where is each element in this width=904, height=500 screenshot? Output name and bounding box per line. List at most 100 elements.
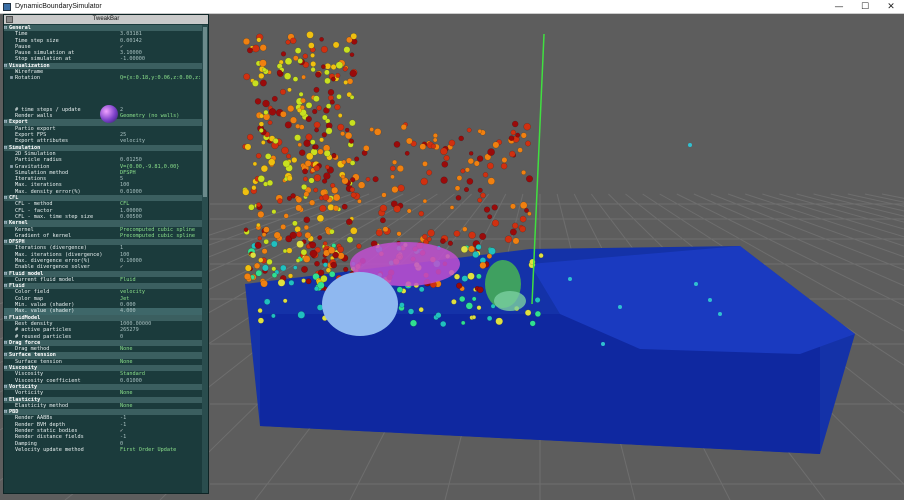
- row-value[interactable]: 0.01000: [120, 377, 142, 384]
- tweakbar-group-header[interactable]: ⊟ Vorticity: [4, 383, 204, 391]
- tweakbar-row[interactable]: Render static bodies ✓: [4, 428, 204, 434]
- tweakbar-row[interactable]: Color field velocity: [4, 289, 204, 295]
- row-value[interactable]: 0.000: [120, 302, 136, 309]
- row-value[interactable]: 2: [120, 106, 124, 113]
- row-value[interactable]: -1: [120, 421, 127, 428]
- tweakbar-row[interactable]: Export attributes velocity: [4, 138, 204, 144]
- tweakbar-row[interactable]: Viscosity Standard: [4, 371, 204, 377]
- row-value[interactable]: velocity: [120, 138, 145, 145]
- expand-icon[interactable]: ⊞: [10, 163, 14, 170]
- expand-icon[interactable]: ⊟: [4, 314, 8, 321]
- tweakbar-group-header[interactable]: ⊟ Fluid model: [4, 270, 204, 277]
- tweakbar-row[interactable]: 2D Simulation: [4, 151, 204, 157]
- row-value[interactable]: 265279: [120, 327, 139, 334]
- row-value[interactable]: 1: [120, 245, 124, 252]
- tweakbar-panel[interactable]: TweakBar ⊟ General Time 3.03181 Time step si…: [3, 14, 209, 494]
- row-value[interactable]: 4.000: [120, 308, 136, 315]
- row-value[interactable]: Standard: [120, 371, 145, 378]
- tweakbar-row[interactable]: Iterations 5: [4, 176, 204, 182]
- tweakbar-row[interactable]: CFL - factor 1.00000: [4, 208, 204, 214]
- simulation-viewport[interactable]: [0, 14, 904, 500]
- tweakbar-row[interactable]: Color map Jet: [4, 296, 204, 302]
- tweakbar-row[interactable]: Stop simulation at -1.00000: [4, 56, 204, 62]
- expand-icon[interactable]: ⊟: [4, 25, 8, 31]
- row-value[interactable]: 100: [120, 182, 130, 189]
- tweakbar-group-header[interactable]: ⊟ PBD: [4, 409, 204, 416]
- row-value[interactable]: First Order Update: [120, 446, 177, 453]
- tweakbar-row[interactable]: Vorticity None: [4, 390, 204, 396]
- tweakbar-row[interactable]: CFL - max. time step size 0.00500: [4, 214, 204, 220]
- tweakbar-row[interactable]: Partio export: [4, 126, 204, 132]
- tweakbar-row[interactable]: Rest density 1000.00000: [4, 321, 204, 327]
- expand-icon[interactable]: ⊟: [4, 409, 8, 416]
- row-value[interactable]: 25: [120, 132, 127, 139]
- tweakbar-row[interactable]: ⊞ Gravitation V={0.00,-9.81,0.00}: [4, 164, 204, 170]
- tweakbar-row[interactable]: Render distance fields -1: [4, 434, 204, 440]
- tweakbar-row[interactable]: Simulation method DFSPH: [4, 170, 204, 176]
- row-value[interactable]: Jet: [120, 295, 130, 302]
- tweakbar-row[interactable]: Elasticity method None: [4, 403, 204, 409]
- tweakbar-row[interactable]: Particle radius 0.01250: [4, 157, 204, 163]
- tweakbar-row[interactable]: Time step size 0.00142: [4, 38, 204, 44]
- row-value[interactable]: None: [120, 402, 133, 409]
- row-value[interactable]: -1: [120, 415, 127, 422]
- tweakbar-scrollbar[interactable]: [202, 25, 208, 493]
- tweakbar-row[interactable]: # time steps / update 2: [4, 107, 204, 113]
- expand-icon[interactable]: ⊟: [4, 270, 8, 277]
- row-value[interactable]: None: [120, 390, 133, 397]
- tweakbar-row[interactable]: Wireframe: [4, 69, 204, 75]
- row-value[interactable]: Fluid: [120, 276, 136, 283]
- tweakbar-group-header[interactable]: ⊟ Fluid: [4, 283, 204, 290]
- row-value[interactable]: ✓: [120, 264, 124, 271]
- expand-icon[interactable]: ⊟: [4, 220, 8, 227]
- tweakbar-row[interactable]: Iterations (divergence) 1: [4, 245, 204, 251]
- row-value[interactable]: Geometry (no walls): [120, 113, 180, 120]
- tweakbar-row[interactable]: Enable divergence solver ✓: [4, 264, 204, 270]
- tweakbar-row[interactable]: Render AABBs -1: [4, 415, 204, 421]
- row-value[interactable]: 0.00142: [120, 37, 142, 44]
- tweakbar-titlebar[interactable]: TweakBar: [4, 15, 208, 24]
- expand-icon[interactable]: ⊟: [4, 239, 8, 246]
- tweakbar-row[interactable]: Drag method None: [4, 346, 204, 352]
- tweakbar-row[interactable]: Gradient of kernel Precomputed cubic spli…: [4, 233, 204, 239]
- tweakbar-group-header[interactable]: ⊟ FluidModel: [4, 314, 204, 321]
- tweakbar-row[interactable]: Max. divergence error(%) 0.10000: [4, 258, 204, 264]
- tweakbar-group-header[interactable]: ⊟ Simulation: [4, 144, 204, 151]
- tweakbar-row[interactable]: ⊞ Rotation Q={x:0.18,y:0.06,z:0.00,z:...: [4, 75, 204, 81]
- tweakbar-group-header[interactable]: ⊟ Elasticity: [4, 396, 204, 403]
- tweakbar-row[interactable]: # reused particles 0: [4, 334, 204, 340]
- row-value[interactable]: 1.00000: [120, 207, 142, 214]
- row-value[interactable]: Q={x:0.18,y:0.06,z:0.00,z:...: [120, 75, 204, 82]
- tweakbar-row[interactable]: Min. value (shader) 0.000: [4, 302, 204, 308]
- minimize-icon[interactable]: [6, 16, 13, 23]
- expand-icon[interactable]: ⊟: [4, 144, 8, 151]
- maximize-icon[interactable]: ☐: [860, 1, 870, 12]
- row-value[interactable]: -1.00000: [120, 56, 145, 63]
- tweakbar-row[interactable]: Render walls Geometry (no walls): [4, 113, 204, 119]
- tweakbar-row[interactable]: Max. iterations (divergence) 100: [4, 252, 204, 258]
- row-value[interactable]: Precomputed cubic spline: [120, 232, 195, 239]
- expand-icon[interactable]: ⊞: [10, 75, 14, 82]
- row-value[interactable]: 0: [120, 440, 124, 447]
- expand-icon[interactable]: ⊟: [4, 383, 8, 390]
- tweakbar-group-header[interactable]: ⊟ Visualization: [4, 62, 204, 70]
- tweakbar-group-header[interactable]: ⊟ Kernel: [4, 220, 204, 227]
- tweakbar-row[interactable]: CFL - method CFL: [4, 201, 204, 207]
- rotation-sphere-icon[interactable]: [100, 105, 118, 123]
- row-value[interactable]: -1: [120, 434, 127, 441]
- tweakbar-group-header[interactable]: ⊟ CFL: [4, 195, 204, 202]
- tweakbar-row[interactable]: Time 3.03181: [4, 31, 204, 37]
- tweakbar-row[interactable]: Velocity update method First Order Update: [4, 447, 204, 453]
- scrollbar-thumb[interactable]: [203, 27, 207, 197]
- row-value[interactable]: V={0.00,-9.81,0.00}: [120, 163, 180, 170]
- row-value[interactable]: 1000.00000: [120, 320, 152, 327]
- row-value[interactable]: Precomputed cubic spline: [120, 226, 195, 233]
- row-value[interactable]: ✓: [120, 43, 124, 50]
- tweakbar-group-header[interactable]: ⊟ Viscosity: [4, 365, 204, 372]
- tweakbar-group-header[interactable]: ⊟ General: [4, 25, 204, 32]
- expand-icon[interactable]: ⊟: [4, 119, 8, 126]
- row-value[interactable]: CFL: [120, 201, 130, 208]
- tweakbar-row[interactable]: Damping 0: [4, 441, 204, 447]
- tweakbar-group-header[interactable]: ⊟ Drag force: [4, 339, 204, 347]
- tweakbar-row[interactable]: Viscosity coefficient 0.01000: [4, 378, 204, 384]
